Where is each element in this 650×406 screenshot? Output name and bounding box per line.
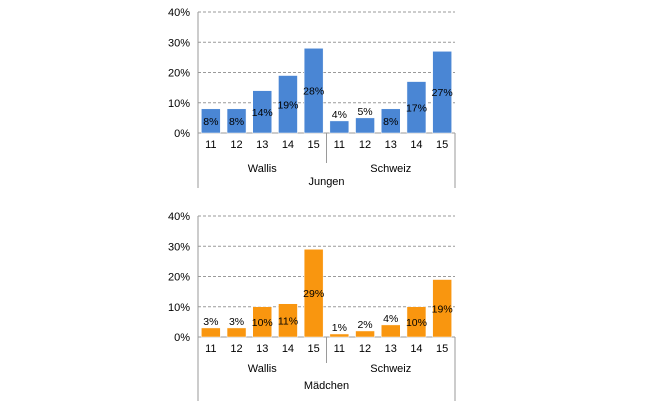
- group-label: Schweiz: [370, 163, 411, 175]
- y-tick-label: 0%: [174, 128, 190, 140]
- bar: [355, 117, 375, 134]
- data-label: 17%: [406, 102, 427, 114]
- x-tick-label: 15: [308, 139, 320, 151]
- x-tick-label: 13: [385, 343, 397, 355]
- data-label: 8%: [203, 116, 218, 128]
- group-label: Schweiz: [370, 363, 411, 375]
- bar: [406, 306, 427, 338]
- data-label: 8%: [383, 116, 398, 128]
- x-tick-label: 14: [282, 139, 294, 151]
- y-tick-label: 0%: [174, 332, 190, 344]
- data-label: 1%: [332, 322, 347, 334]
- bar: [226, 108, 247, 134]
- data-label: 19%: [432, 303, 453, 315]
- x-tick-label: 11: [334, 139, 345, 151]
- x-tick-label: 13: [256, 139, 268, 151]
- y-tick-label: 30%: [168, 37, 190, 49]
- x-tick-label: 12: [359, 343, 371, 355]
- bar: [303, 48, 324, 134]
- data-label: 29%: [303, 288, 324, 300]
- x-tick-label: 13: [256, 343, 268, 355]
- x-tick-label: 14: [282, 343, 294, 355]
- x-tick-label: 11: [205, 139, 216, 151]
- bar: [381, 108, 401, 134]
- data-label: 5%: [357, 106, 372, 118]
- x-axis-title: Mädchen: [304, 380, 349, 392]
- bar: [278, 303, 298, 338]
- x-tick-label: 11: [334, 343, 345, 355]
- x-tick-label: 12: [230, 343, 242, 355]
- data-label: 19%: [277, 99, 298, 111]
- bar: [252, 306, 272, 338]
- x-tick-label: 15: [436, 139, 448, 151]
- x-tick-label: 13: [385, 139, 397, 151]
- y-tick-label: 30%: [168, 241, 190, 253]
- x-tick-label: 15: [436, 343, 448, 355]
- y-tick-label: 40%: [168, 211, 190, 223]
- x-tick-label: 14: [410, 343, 422, 355]
- group-label: Wallis: [248, 163, 277, 175]
- data-label: 27%: [432, 87, 453, 99]
- data-label: 10%: [252, 317, 273, 329]
- x-axis-title: Jungen: [308, 176, 344, 188]
- bar: [432, 51, 452, 134]
- y-tick-label: 20%: [168, 68, 190, 80]
- bar: [252, 90, 272, 134]
- data-label: 3%: [203, 316, 218, 328]
- bar: [303, 249, 324, 338]
- bar: [278, 75, 298, 134]
- x-tick-label: 12: [359, 139, 371, 151]
- data-label: 14%: [252, 107, 273, 119]
- bar: [201, 327, 221, 338]
- data-label: 4%: [332, 109, 347, 121]
- group-label: Wallis: [248, 363, 277, 375]
- y-tick-label: 10%: [168, 98, 190, 110]
- bar: [201, 108, 221, 134]
- y-tick-label: 20%: [168, 272, 190, 284]
- x-tick-label: 14: [410, 139, 422, 151]
- bar: [226, 327, 247, 338]
- bar: [406, 81, 427, 134]
- bar: [329, 120, 350, 134]
- data-label: 28%: [303, 86, 324, 98]
- data-label: 2%: [357, 319, 372, 331]
- y-tick-label: 10%: [168, 302, 190, 314]
- y-tick-label: 40%: [168, 7, 190, 19]
- bar: [355, 330, 375, 338]
- data-label: 3%: [229, 316, 244, 328]
- data-label: 10%: [406, 317, 427, 329]
- data-label: 8%: [229, 116, 244, 128]
- bar: [329, 333, 350, 338]
- data-label: 4%: [383, 313, 398, 325]
- bar: [432, 279, 452, 338]
- data-label: 11%: [278, 315, 298, 327]
- x-tick-label: 11: [205, 343, 216, 355]
- bar: [381, 324, 401, 338]
- x-tick-label: 12: [230, 139, 242, 151]
- x-tick-label: 15: [308, 343, 320, 355]
